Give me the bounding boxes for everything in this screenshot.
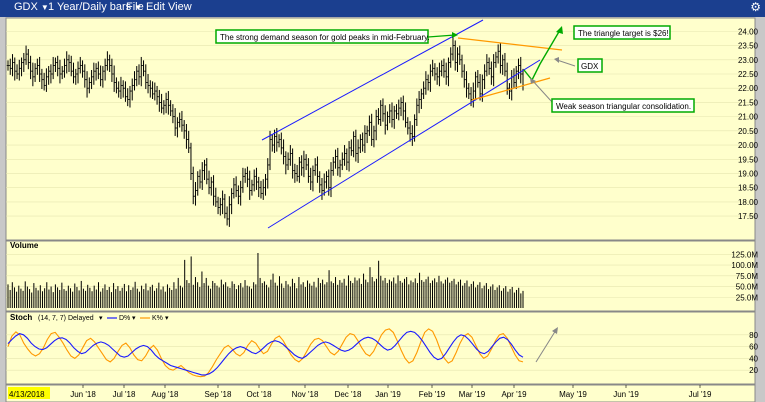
x-tick-label: Jun '19 bbox=[613, 390, 639, 399]
volume-tick-label: 100.0M bbox=[731, 261, 758, 270]
chevron-down-icon: ▼ bbox=[40, 3, 49, 12]
price-tick-label: 22.00 bbox=[738, 84, 759, 93]
x-tick-label: Jan '19 bbox=[375, 390, 401, 399]
menu-edit[interactable]: Edit bbox=[146, 1, 165, 13]
x-tick-label: Dec '18 bbox=[335, 390, 362, 399]
pointer-arrow bbox=[556, 59, 576, 67]
price-tick-label: 23.00 bbox=[738, 56, 759, 65]
stoch-tick-label: 60 bbox=[749, 343, 758, 352]
channel-upper-line bbox=[261, 19, 484, 141]
menu-file[interactable]: File bbox=[126, 1, 144, 13]
price-tick-label: 17.50 bbox=[738, 212, 759, 221]
price-tick-label: 18.00 bbox=[738, 198, 759, 207]
stoch-title: Stoch bbox=[10, 313, 32, 322]
d-legend-label: D% bbox=[119, 315, 130, 322]
arrow-head bbox=[556, 26, 563, 34]
channel-lower-line bbox=[267, 59, 541, 229]
x-tick-label: Feb '19 bbox=[419, 390, 446, 399]
annotation-demand: The strong demand season for gold peaks … bbox=[215, 29, 430, 44]
x-tick-label: Sep '18 bbox=[205, 390, 232, 399]
stoch-tick-label: 40 bbox=[749, 354, 758, 363]
price-tick-label: 19.00 bbox=[738, 169, 759, 178]
arrow-head bbox=[554, 57, 559, 63]
volume-tick-label: 75.0M bbox=[736, 272, 759, 281]
gear-icon[interactable]: ⚙ bbox=[750, 0, 761, 14]
chevron-down-icon[interactable]: ▾ bbox=[165, 315, 169, 322]
stoch-params: (14, 7, 7) Delayed bbox=[38, 315, 94, 322]
x-tick-label: Jul '19 bbox=[689, 390, 712, 399]
price-tick-label: 20.00 bbox=[738, 141, 759, 150]
symbol-label: GDX bbox=[14, 1, 38, 13]
triangle-lower-line bbox=[471, 77, 551, 101]
volume-tick-label: 25.0M bbox=[736, 293, 759, 302]
current-date-highlight bbox=[8, 387, 50, 399]
annotation-weak-season-text: Weak season triangular consolidation. bbox=[556, 102, 691, 111]
annotation-gdx-text: GDX bbox=[581, 62, 599, 71]
x-tick-label: Apr '19 bbox=[501, 390, 527, 399]
menu-view[interactable]: View bbox=[168, 1, 192, 13]
price-tick-label: 22.50 bbox=[738, 70, 759, 79]
volume-title: Volume bbox=[10, 241, 39, 250]
stoch-panel bbox=[5, 311, 756, 385]
price-tick-label: 21.50 bbox=[738, 98, 759, 107]
annotation-target: The triangle target is $26! bbox=[573, 25, 671, 40]
chevron-down-icon[interactable]: ▾ bbox=[132, 315, 136, 322]
x-tick-label: May '19 bbox=[559, 390, 587, 399]
k-legend-label: K% bbox=[152, 315, 163, 322]
annotation-target-text: The triangle target is $26! bbox=[578, 29, 669, 38]
annotation-gdx: GDX bbox=[577, 58, 603, 73]
arrow-head bbox=[552, 327, 558, 334]
arrow-head bbox=[530, 78, 536, 84]
volume-tick-label: 125.0M bbox=[731, 250, 758, 259]
price-tick-label: 21.00 bbox=[738, 113, 759, 122]
pointer-arrow bbox=[531, 79, 553, 103]
price-tick-label: 19.50 bbox=[738, 155, 759, 164]
annotation-arrow bbox=[427, 34, 456, 38]
stoch-tick-label: 80 bbox=[749, 331, 758, 340]
stoch-pointer-arrow bbox=[535, 329, 557, 363]
time-axis-panel bbox=[5, 384, 756, 402]
chart-toolbar: GDX ▼ 1 Year/Daily bars ▼ File Edit View… bbox=[0, 0, 765, 17]
annotation-demand-text: The strong demand season for gold peaks … bbox=[220, 33, 430, 42]
symbol-selector[interactable]: GDX ▼ bbox=[14, 1, 49, 13]
projection-arrow bbox=[523, 29, 561, 82]
stoch-tick-label: 20 bbox=[749, 366, 758, 375]
price-tick-label: 23.50 bbox=[738, 42, 759, 51]
timeframe-selector[interactable]: 1 Year/Daily bars ▼ bbox=[48, 1, 142, 13]
price-tick-label: 24.00 bbox=[738, 27, 759, 36]
price-panel bbox=[5, 17, 756, 241]
x-tick-label: Jul '18 bbox=[113, 390, 136, 399]
x-tick-label: 4/13/2018 bbox=[9, 390, 45, 399]
timeframe-label: 1 Year/Daily bars bbox=[48, 1, 132, 13]
x-tick-label: Nov '18 bbox=[292, 390, 319, 399]
d-series-line bbox=[7, 330, 524, 376]
chevron-down-icon: ▼ bbox=[134, 3, 143, 12]
triangle-upper-line bbox=[457, 37, 563, 51]
price-tick-label: 18.50 bbox=[738, 184, 759, 193]
x-tick-label: Jun '18 bbox=[70, 390, 96, 399]
x-tick-label: Aug '18 bbox=[152, 390, 179, 399]
arrow-head bbox=[452, 32, 458, 38]
k-series-line bbox=[7, 328, 524, 378]
x-tick-label: Mar '19 bbox=[459, 390, 486, 399]
x-tick-label: Oct '18 bbox=[246, 390, 272, 399]
price-tick-label: 20.50 bbox=[738, 127, 759, 136]
chevron-down-icon[interactable]: ▾ bbox=[99, 315, 103, 322]
annotation-weak-season: Weak season triangular consolidation. bbox=[551, 98, 695, 113]
volume-tick-label: 50.0M bbox=[736, 283, 759, 292]
